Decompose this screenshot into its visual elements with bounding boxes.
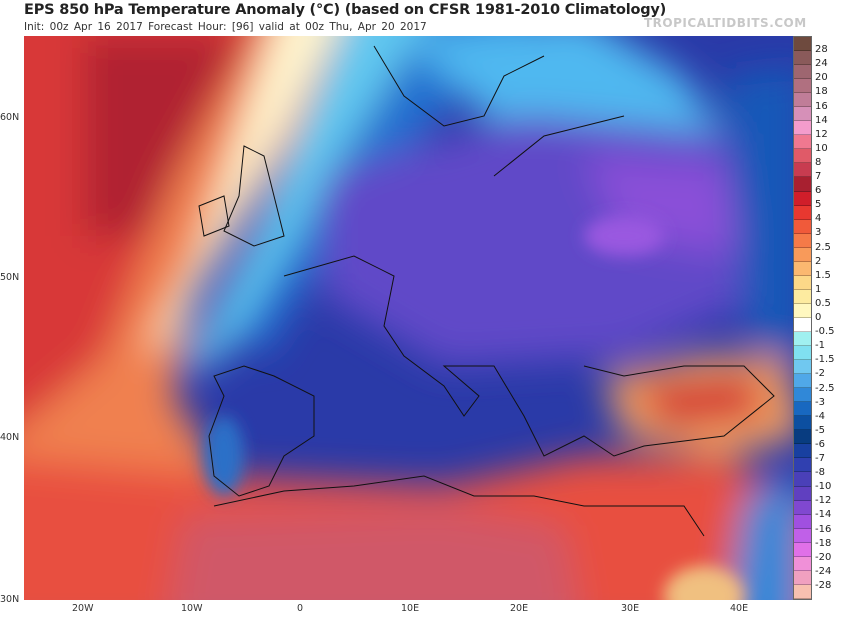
colorbar-swatch xyxy=(794,500,811,515)
colorbar-label: 2 xyxy=(815,255,822,267)
colorbar-swatch xyxy=(794,205,811,220)
colorbar-label: -6 xyxy=(815,438,825,450)
colorbar-label: -3 xyxy=(815,396,825,408)
colorbar-swatch xyxy=(794,388,811,403)
colorbar-label: 24 xyxy=(815,58,828,70)
colorbar-label: -4 xyxy=(815,410,825,422)
colorbar-swatch xyxy=(794,317,811,332)
colorbar-label: 10 xyxy=(815,142,828,154)
colorbar-label: 2.5 xyxy=(815,241,831,253)
colorbar-swatch xyxy=(794,374,811,389)
colorbar-label: 20 xyxy=(815,72,828,84)
colorbar-swatch xyxy=(794,303,811,318)
colorbar-swatch xyxy=(794,135,811,150)
colorbar-swatch xyxy=(794,219,811,234)
colorbar-swatch xyxy=(794,233,811,248)
colorbar-label: -24 xyxy=(815,565,832,577)
colorbar-label: -2.5 xyxy=(815,382,835,394)
colorbar-label: -1.5 xyxy=(815,354,835,366)
colorbar-label: 8 xyxy=(815,156,822,168)
colorbar-swatch xyxy=(794,542,811,557)
colorbar-label: -10 xyxy=(815,481,832,493)
colorbar-label: -14 xyxy=(815,509,832,521)
colorbar-label: -28 xyxy=(815,579,832,591)
colorbar-swatch xyxy=(794,79,811,94)
colorbar-label: 0 xyxy=(815,312,822,323)
colorbar-label: -2 xyxy=(815,368,825,380)
colorbar-swatch xyxy=(794,584,811,599)
colorbar-label: -0.5 xyxy=(815,326,835,338)
colorbar-swatch xyxy=(794,458,811,473)
colorbar-label: 1.5 xyxy=(815,269,831,281)
colorbar-label: 28 xyxy=(815,44,828,56)
colorbar-label: 5 xyxy=(815,199,822,211)
colorbar-swatch xyxy=(794,191,811,206)
colorbar-label: -16 xyxy=(815,523,832,535)
colorbar-swatch xyxy=(794,486,811,501)
colorbar-label: -20 xyxy=(815,551,832,563)
colorbar-swatch xyxy=(794,472,811,487)
lat-label: 30N xyxy=(0,594,20,605)
colorbar-label: -5 xyxy=(815,424,825,436)
colorbar-label: 14 xyxy=(815,114,828,126)
colorbar-label: -18 xyxy=(815,537,832,549)
map-title: EPS 850 hPa Temperature Anomaly (°C) (ba… xyxy=(24,2,667,18)
colorbar-swatch xyxy=(794,93,811,108)
colorbar-swatch xyxy=(794,275,811,290)
colorbar-swatch xyxy=(794,65,811,80)
lat-label: 50N xyxy=(0,272,20,283)
colorbar-label: 4 xyxy=(815,213,822,225)
colorbar-swatch xyxy=(794,289,811,304)
colorbar-label: 3 xyxy=(815,227,822,239)
colorbar-swatch xyxy=(794,514,811,529)
lon-label: 20E xyxy=(510,603,529,614)
colorbar-label: 7 xyxy=(815,171,822,182)
colorbar-label: -8 xyxy=(815,467,825,479)
temperature-anomaly-map xyxy=(24,36,793,600)
colorbar-swatch xyxy=(794,177,811,192)
colorbar-swatch xyxy=(794,444,811,459)
colorbar-swatch xyxy=(794,346,811,361)
colorbar-swatch xyxy=(794,430,811,445)
colorbar-label: -1 xyxy=(815,340,825,352)
colorbar-swatch xyxy=(794,149,811,164)
lon-label: 10E xyxy=(401,603,420,614)
lon-label: 10W xyxy=(181,603,203,614)
lon-label: 20W xyxy=(72,603,94,614)
lon-label: 40E xyxy=(730,603,749,614)
colorbar-label: 12 xyxy=(815,128,828,140)
colorbar-label: 18 xyxy=(815,86,828,98)
colorbar-label: 0.5 xyxy=(815,297,831,309)
colorbar-swatch xyxy=(794,570,811,585)
colorbar-swatch xyxy=(794,261,811,276)
colorbar-swatch xyxy=(794,121,811,136)
lat-label: 40N xyxy=(0,432,20,443)
anomaly-field xyxy=(24,36,793,600)
colorbar-swatch xyxy=(794,247,811,262)
colorbar-label: 6 xyxy=(815,185,822,197)
colorbar-swatch xyxy=(794,416,811,431)
colorbar-swatch xyxy=(794,37,811,52)
colorbar-swatch xyxy=(794,331,811,347)
lon-label: 0 xyxy=(297,603,304,614)
colorbar-label: 1 xyxy=(815,283,822,295)
colorbar-swatch xyxy=(794,402,811,417)
map-subtitle: Init: 00z Apr 16 2017 Forecast Hour: [96… xyxy=(24,21,427,33)
colorbar-swatch xyxy=(794,528,811,543)
colorbar-swatch xyxy=(794,556,811,571)
colorbar-swatch xyxy=(794,163,811,178)
colorbar-swatch xyxy=(794,51,811,66)
colorbar-swatch xyxy=(794,360,811,375)
colorbar xyxy=(793,36,812,600)
colorbar-swatch xyxy=(794,107,811,122)
colorbar-label: -12 xyxy=(815,495,832,507)
colorbar-label: 16 xyxy=(815,100,828,112)
lon-label: 30E xyxy=(621,603,640,614)
watermark: TROPICALTIDBITS.COM xyxy=(644,16,807,30)
colorbar-label: -7 xyxy=(815,453,825,464)
lat-label: 60N xyxy=(0,112,20,123)
